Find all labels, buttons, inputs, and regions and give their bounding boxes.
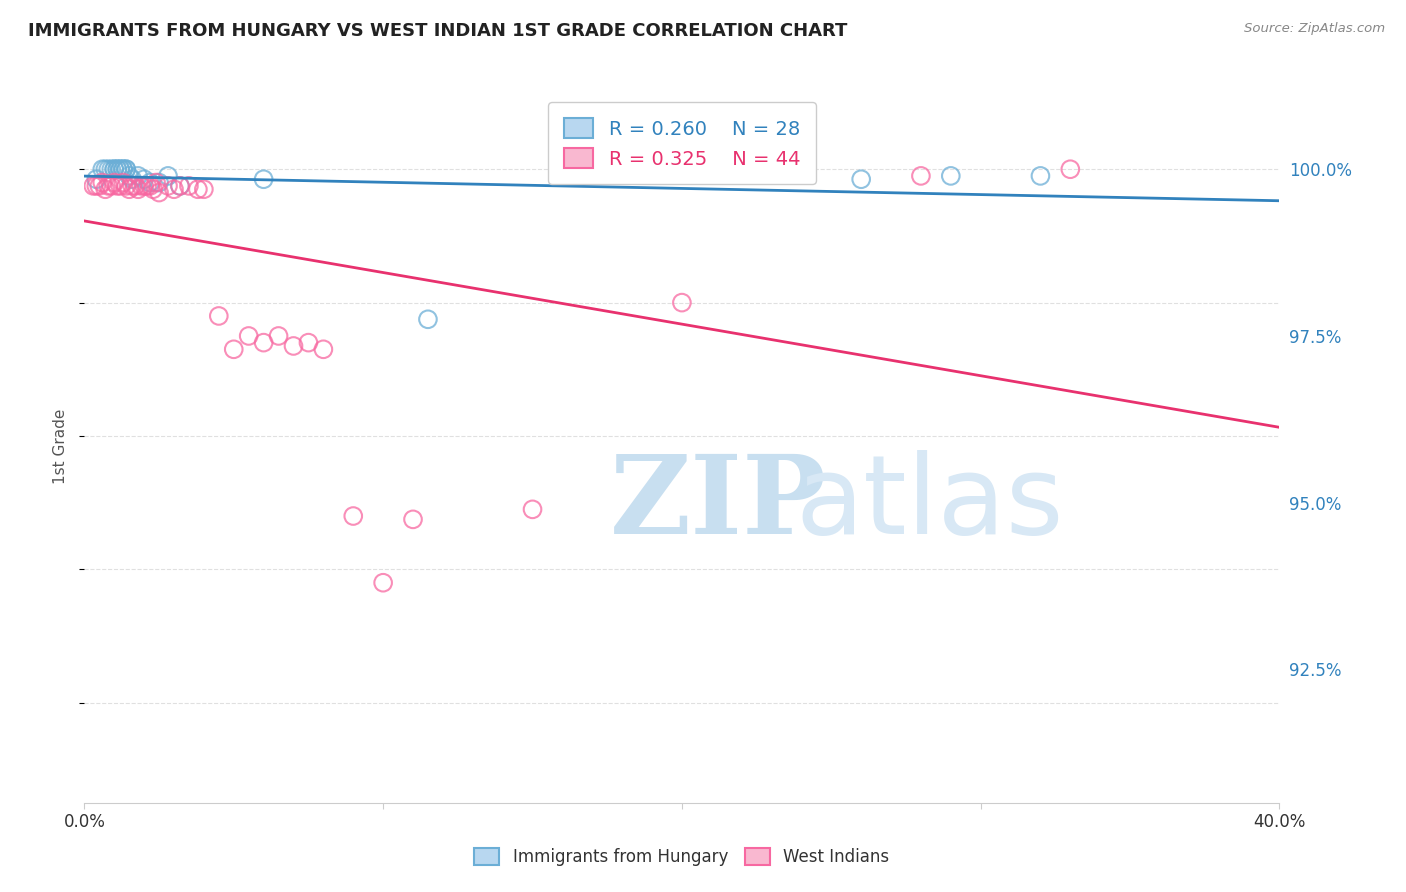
Point: [312, 343, 335, 357]
Point: [297, 335, 319, 350]
Point: [89, 178, 111, 193]
Point: [91, 162, 114, 177]
Text: Source: ZipAtlas.com: Source: ZipAtlas.com: [1244, 22, 1385, 36]
Point: [169, 178, 191, 193]
Point: [103, 162, 125, 177]
Point: [132, 178, 156, 193]
Point: [121, 178, 143, 193]
Text: atlas: atlas: [796, 450, 1064, 557]
Point: [105, 162, 128, 177]
Point: [522, 502, 544, 516]
Point: [94, 162, 117, 177]
Point: [157, 169, 180, 183]
Point: [222, 343, 245, 357]
Point: [373, 575, 395, 590]
Point: [142, 182, 165, 196]
Point: [851, 172, 873, 186]
Point: [91, 176, 114, 190]
Point: [342, 509, 364, 524]
Point: [100, 162, 122, 177]
Point: [103, 162, 125, 177]
Point: [124, 178, 146, 193]
Point: [86, 172, 108, 186]
Point: [127, 169, 149, 183]
Text: ZIPatlas: ZIPatlas: [610, 450, 1049, 557]
Point: [671, 295, 693, 310]
Point: [416, 312, 439, 326]
Point: [110, 178, 132, 193]
Point: [112, 162, 135, 177]
Point: [148, 176, 170, 190]
Point: [402, 512, 425, 526]
Text: ZIP: ZIP: [610, 450, 827, 557]
Point: [82, 178, 104, 193]
Text: IMMIGRANTS FROM HUNGARY VS WEST INDIAN 1ST GRADE CORRELATION CHART: IMMIGRANTS FROM HUNGARY VS WEST INDIAN 1…: [28, 22, 848, 40]
Point: [910, 169, 932, 183]
Point: [110, 162, 132, 177]
Y-axis label: 1st Grade: 1st Grade: [53, 409, 69, 483]
Point: [97, 178, 120, 193]
Point: [97, 162, 120, 177]
Point: [163, 182, 186, 196]
Point: [94, 182, 117, 196]
Point: [193, 182, 215, 196]
Point: [132, 172, 156, 186]
Point: [112, 162, 135, 177]
Point: [86, 178, 108, 193]
Point: [127, 182, 149, 196]
Point: [253, 335, 276, 350]
Legend: Immigrants from Hungary, West Indians: Immigrants from Hungary, West Indians: [468, 841, 896, 873]
Point: [169, 178, 191, 193]
Point: [283, 339, 305, 353]
Point: [1059, 162, 1081, 177]
Point: [208, 309, 231, 323]
Point: [139, 178, 162, 193]
Point: [100, 178, 122, 193]
Point: [187, 182, 209, 196]
Point: [136, 178, 159, 193]
Point: [157, 178, 180, 193]
Point: [105, 162, 128, 177]
Point: [253, 172, 276, 186]
Point: [267, 329, 290, 343]
Point: [939, 169, 962, 183]
Point: [121, 172, 143, 186]
Point: [105, 178, 128, 193]
Point: [115, 178, 138, 193]
Point: [112, 176, 135, 190]
Point: [118, 182, 141, 196]
Point: [118, 169, 141, 183]
Point: [103, 176, 125, 190]
Point: [115, 162, 138, 177]
Point: [238, 329, 260, 343]
Point: [129, 178, 152, 193]
Point: [115, 162, 138, 177]
Point: [139, 176, 162, 190]
Point: [110, 162, 132, 177]
Point: [145, 176, 167, 190]
Point: [1029, 169, 1052, 183]
Point: [177, 178, 200, 193]
Point: [148, 186, 170, 200]
